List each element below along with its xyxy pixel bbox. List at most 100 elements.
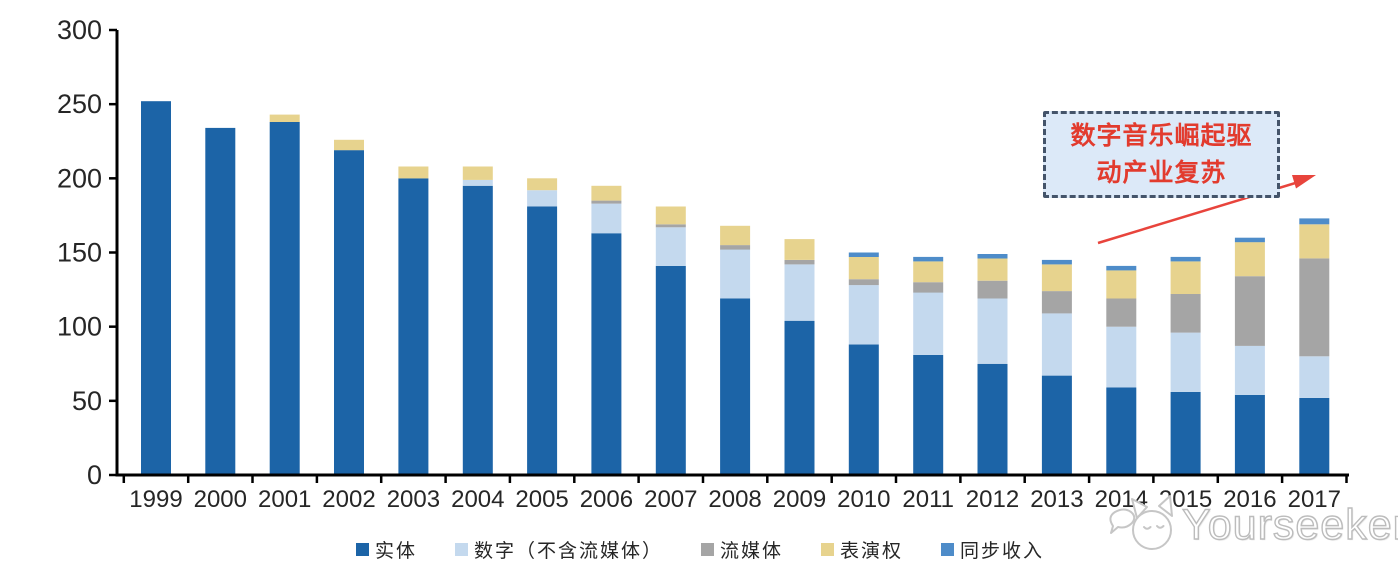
bar-segment-2006-流媒体 — [591, 200, 622, 204]
bar-segment-2017-同步收入 — [1299, 218, 1330, 225]
annotation-line-1: 数字音乐崛起驱 — [1070, 122, 1253, 151]
legend-label: 表演权 — [840, 540, 904, 562]
bar-segment-2014-数字（不含流媒体） — [1106, 326, 1137, 388]
legend-label: 实体 — [374, 540, 417, 562]
y-axis-label-250: 250 — [57, 89, 102, 119]
bar-segment-2005-表演权 — [527, 178, 558, 191]
bar-segment-2006-数字（不含流媒体） — [591, 203, 622, 234]
bar-segment-2015-流媒体 — [1170, 294, 1201, 333]
bar-segment-2008-流媒体 — [720, 245, 751, 250]
y-axis-label-50: 50 — [72, 386, 102, 416]
annotation-line-2: 动产业复苏 — [1096, 158, 1227, 187]
bar-segment-2013-实体 — [1041, 375, 1072, 475]
bar-segment-2014-同步收入 — [1106, 265, 1137, 271]
bar-segment-2009-表演权 — [784, 239, 815, 260]
chart-legend: 实体 数字（不含流媒体） 流媒体 表演权 同步收入 — [84, 536, 1316, 562]
bar-segment-2002-实体 — [334, 150, 364, 475]
bar-segment-2004-实体 — [462, 185, 493, 476]
legend-swatch-icon — [821, 542, 834, 556]
bar-segment-2001-实体 — [269, 122, 300, 475]
bar-segment-2011-数字（不含流媒体） — [913, 292, 944, 355]
bar-segment-2015-表演权 — [1170, 261, 1201, 294]
y-axis-label-0: 0 — [87, 460, 102, 490]
legend-swatch-icon — [454, 542, 468, 556]
bar-segment-2011-同步收入 — [913, 256, 944, 262]
bar-segment-2011-流媒体 — [913, 282, 944, 293]
bar-segment-2014-流媒体 — [1106, 298, 1137, 327]
bar-segment-2007-表演权 — [655, 206, 686, 225]
legend-item-2: 数字（不含流媒体） — [454, 536, 663, 563]
bar-segment-2005-数字（不含流媒体） — [527, 190, 558, 207]
y-axis-label-150: 150 — [57, 238, 102, 268]
x-axis-label-2017: 2017 — [1288, 486, 1341, 513]
bar-segment-2006-实体 — [591, 233, 622, 475]
bar-segment-2005-实体 — [527, 206, 558, 475]
bar-segment-2003-表演权 — [398, 166, 429, 179]
bar-segment-1999-实体 — [141, 101, 171, 475]
bar-segment-2010-实体 — [848, 344, 879, 475]
x-axis-label-2006: 2006 — [580, 486, 633, 513]
bar-segment-2017-数字（不含流媒体） — [1299, 356, 1330, 398]
bar-segment-2012-实体 — [977, 363, 1008, 476]
bar-segment-2007-流媒体 — [655, 224, 686, 228]
bar-segment-2008-数字（不含流媒体） — [720, 249, 751, 299]
bar-segment-2003-实体 — [398, 178, 429, 476]
bar-segment-2013-同步收入 — [1041, 259, 1072, 265]
x-axis-label-2007: 2007 — [644, 486, 697, 513]
x-axis-label-2004: 2004 — [451, 486, 504, 513]
bar-segment-2001-表演权 — [269, 114, 300, 122]
bar-segment-2009-流媒体 — [784, 259, 815, 265]
y-axis-label-200: 200 — [57, 163, 102, 193]
legend-item-1: 实体 — [355, 536, 417, 563]
bar-segment-2012-表演权 — [977, 258, 1008, 281]
bar-segment-2008-实体 — [720, 298, 751, 475]
x-axis-label-2009: 2009 — [773, 486, 826, 513]
bar-segment-2013-数字（不含流媒体） — [1041, 313, 1072, 376]
legend-label: 数字（不含流媒体） — [473, 540, 663, 562]
y-axis-label-100: 100 — [57, 312, 102, 342]
bar-segment-2016-实体 — [1234, 394, 1265, 475]
bar-segment-2012-数字（不含流媒体） — [977, 298, 1008, 364]
bar-segment-2002-表演权 — [334, 139, 364, 151]
bar-segment-2010-表演权 — [848, 256, 879, 280]
watermark-text: Yourseeker — [1181, 500, 1398, 549]
bar-segment-2006-表演权 — [591, 185, 622, 201]
legend-item-4: 表演权 — [821, 536, 903, 563]
cat-chat-logo-icon — [1109, 495, 1173, 550]
x-axis-label-2002: 2002 — [322, 486, 375, 513]
bar-segment-2016-数字（不含流媒体） — [1234, 345, 1265, 395]
y-axis-label-300: 300 — [57, 15, 102, 45]
x-axis-label-2016: 2016 — [1223, 486, 1276, 513]
x-axis-label-2005: 2005 — [515, 486, 568, 513]
watermark: Yourseeker — [1106, 492, 1398, 558]
bar-segment-2011-表演权 — [913, 261, 944, 283]
bar-segment-2012-流媒体 — [977, 280, 1008, 299]
bar-segment-2007-实体 — [655, 265, 686, 476]
legend-swatch-icon — [700, 542, 714, 556]
bar-segment-2017-实体 — [1299, 397, 1330, 475]
x-axis-label-2013: 2013 — [1030, 486, 1083, 513]
x-axis-label-2011: 2011 — [902, 486, 954, 513]
bar-segment-2014-表演权 — [1106, 270, 1137, 299]
bar-segment-2007-数字（不含流媒体） — [655, 227, 686, 266]
bar-segment-2009-数字（不含流媒体） — [784, 264, 815, 321]
x-axis-label-2001: 2001 — [258, 486, 311, 513]
legend-label: 同步收入 — [960, 540, 1045, 562]
x-axis-label-2010: 2010 — [837, 486, 890, 513]
bar-segment-2017-流媒体 — [1299, 258, 1330, 357]
bar-segment-2008-表演权 — [720, 225, 751, 246]
bar-segment-2009-实体 — [784, 320, 815, 475]
bar-segment-2013-表演权 — [1041, 264, 1072, 292]
bar-segment-2017-表演权 — [1299, 224, 1330, 259]
annotation-callout: 数字音乐崛起驱 动产业复苏 — [1043, 111, 1280, 198]
bar-segment-2013-流媒体 — [1041, 291, 1072, 314]
annotation-arrow-head — [1292, 175, 1316, 189]
bar-segment-2004-表演权 — [462, 166, 493, 180]
bar-segment-2016-表演权 — [1234, 242, 1265, 277]
bar-segment-2015-实体 — [1170, 391, 1201, 475]
bar-segment-2016-流媒体 — [1234, 276, 1265, 346]
legend-swatch-icon — [355, 542, 369, 556]
x-axis-label-1999: 1999 — [129, 486, 182, 513]
bar-segment-2016-同步收入 — [1234, 237, 1265, 243]
